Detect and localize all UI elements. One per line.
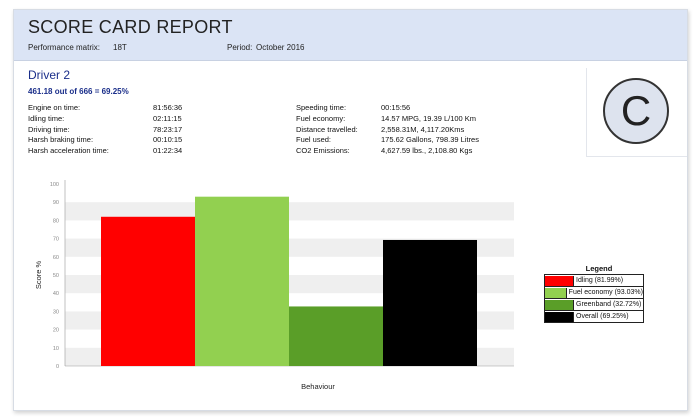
grade-badge: C <box>603 78 669 144</box>
legend-swatch <box>545 287 567 298</box>
report-title: SCORE CARD REPORT <box>28 17 233 37</box>
stat-value: 78:23:17 <box>153 124 183 134</box>
period-value: October 2016 <box>256 43 305 52</box>
y-tick-label: 50 <box>53 273 59 279</box>
stat-label: CO2 Emissions: <box>296 146 350 156</box>
score-bar-chart: 0 10 20 30 40 50 60 70 80 90 100 Behaviour Score % <box>34 180 514 391</box>
legend-item: Idling (81.99%) <box>544 274 644 287</box>
y-tick-label: 60 <box>53 255 59 261</box>
stat-value: 14.57 MPG, 19.39 L/100 Km <box>381 113 477 123</box>
x-axis-label: Behaviour <box>301 382 335 391</box>
score-card: SCORE CARD REPORT Performance matrix: 18… <box>13 9 688 411</box>
y-tick-label: 70 <box>53 237 59 243</box>
legend-label: Idling (81.99%) <box>576 277 624 284</box>
stat-label: Speeding time: <box>296 103 347 112</box>
stat-value: 81:56:36 <box>153 103 183 112</box>
y-tick-label: 0 <box>56 364 59 370</box>
chart-legend: Legend Idling (81.99%) Fuel economy (93.0… <box>544 264 644 323</box>
y-tick-label: 40 <box>53 291 59 297</box>
y-tick-label: 80 <box>53 218 59 224</box>
grid-band <box>65 202 514 221</box>
stat-label: Distance travelled: <box>296 124 358 134</box>
stat-value: 2,558.31M, 4,117.20Kms <box>381 124 465 134</box>
y-tick-label: 100 <box>50 182 59 188</box>
legend-title: Legend <box>585 264 613 273</box>
stat-label: Harsh acceleration time: <box>28 146 109 156</box>
stat-label: Engine on time: <box>28 103 81 112</box>
bar-fuel-economy <box>195 196 289 366</box>
y-tick-label: 20 <box>53 328 59 334</box>
legend-item: Overall (69.25%) <box>544 311 644 323</box>
stat-label: Driving time: <box>28 124 70 134</box>
stat-label: Harsh braking time: <box>28 135 94 145</box>
matrix-value: 18T <box>113 43 127 52</box>
grade-panel: C <box>586 68 687 157</box>
stat-label: Fuel used: <box>296 135 332 145</box>
stat-label: Idling time: <box>28 113 65 123</box>
legend-swatch <box>545 275 574 286</box>
legend-swatch <box>545 299 574 310</box>
stat-value: 4,627.59 lbs., 2,108.80 Kgs <box>381 146 473 156</box>
period-label: Period: <box>227 43 253 52</box>
legend-item: Greenband (32.72%) <box>544 299 644 311</box>
y-tick-label: 10 <box>53 346 59 352</box>
matrix-label: Performance matrix: <box>28 43 101 52</box>
y-axis-label: Score % <box>34 261 43 290</box>
stat-value: 02:11:15 <box>153 113 182 123</box>
legend-item: Fuel economy (93.03%) <box>544 287 644 299</box>
stat-value: 00:15:56 <box>381 103 411 112</box>
y-tick-label: 30 <box>53 309 59 315</box>
stat-value: 175.62 Gallons, 798.39 Litres <box>381 135 479 145</box>
legend-label: Overall (69.25%) <box>576 313 629 320</box>
y-tick-label: 90 <box>53 200 59 206</box>
legend-swatch <box>545 311 574 322</box>
bar-greenband <box>289 306 383 366</box>
legend-label: Fuel economy (93.03%) <box>568 289 643 296</box>
report-header: SCORE CARD REPORT Performance matrix: 18… <box>14 10 687 61</box>
bar-idling <box>101 216 195 366</box>
stat-label: Fuel economy: <box>296 113 346 123</box>
stat-value: 01:22:34 <box>153 146 183 156</box>
driver-score: 461.18 out of 666 = 69.25% <box>28 87 129 96</box>
bar-overall <box>383 239 477 366</box>
stat-value: 00:10:15 <box>153 135 183 145</box>
legend-label: Greenband (32.72%) <box>576 301 642 308</box>
driver-name: Driver 2 <box>28 68 71 82</box>
